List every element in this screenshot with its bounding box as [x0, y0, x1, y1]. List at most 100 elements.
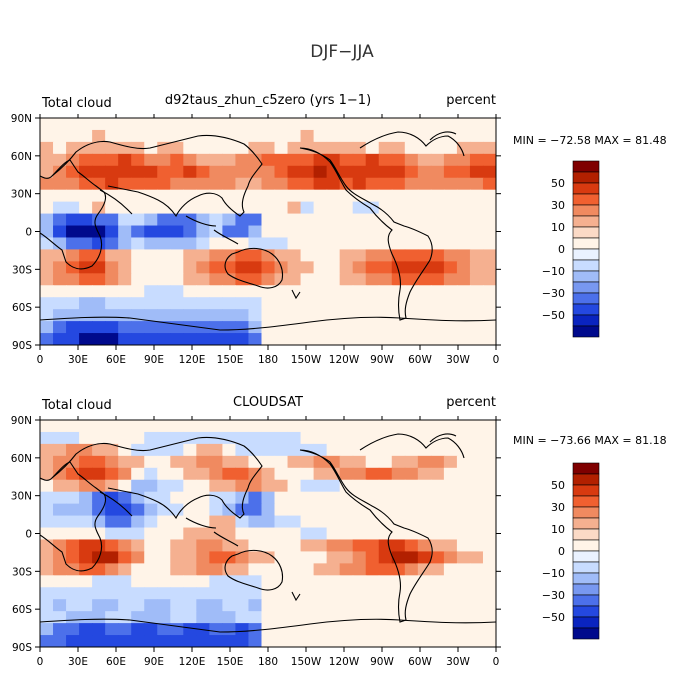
heatmap-cell — [469, 611, 484, 624]
heatmap-cell — [170, 539, 184, 553]
heatmap-cell — [92, 575, 106, 588]
heatmap-cell — [261, 249, 276, 262]
heatmap-cell — [183, 213, 197, 227]
heatmap-cell — [209, 503, 223, 517]
heatmap-cell — [170, 635, 184, 647]
heatmap-cell — [40, 129, 54, 143]
heatmap-cell — [378, 623, 393, 636]
heatmap-cell — [430, 467, 445, 481]
heatmap-cell — [235, 189, 250, 203]
heatmap-cell — [66, 551, 80, 564]
heatmap-cell — [404, 249, 419, 262]
heatmap-cell — [365, 141, 380, 155]
panel-bottom: Total cloud CLOUDSAT percent 0 30E 60E 90E 1… — [11, 395, 667, 668]
heatmap-cell — [144, 309, 158, 322]
heatmap-cell — [196, 153, 210, 167]
heatmap-cell — [105, 153, 119, 167]
heatmap-cell — [469, 129, 484, 143]
heatmap-cell — [352, 455, 367, 469]
heatmap-cell — [183, 309, 197, 322]
heatmap-cell — [482, 129, 496, 143]
heatmap-cell — [417, 443, 432, 457]
heatmap-cell — [443, 321, 458, 334]
heatmap-cell — [404, 551, 419, 564]
heatmap-cell — [222, 635, 237, 647]
heatmap-cell — [235, 237, 250, 251]
heatmap-cell — [300, 118, 315, 131]
heatmap-cell — [144, 503, 158, 517]
heatmap-cell — [469, 333, 484, 345]
heatmap-cell — [183, 177, 197, 191]
heatmap-cell — [131, 249, 145, 262]
heatmap-cell — [196, 189, 210, 203]
heatmap-cell — [235, 527, 250, 541]
heatmap-cell — [66, 213, 80, 227]
heatmap-cell — [118, 249, 132, 262]
heatmap-cell — [482, 237, 496, 251]
heatmap-cell — [118, 225, 132, 239]
heatmap-cell — [365, 563, 380, 576]
heatmap-cell — [131, 539, 145, 553]
colorbar-label: −10 — [542, 567, 565, 580]
heatmap-cell — [417, 309, 432, 322]
heatmap-cell — [352, 551, 367, 564]
heatmap-cell — [469, 177, 484, 191]
heatmap-cell — [92, 165, 106, 179]
heatmap-cell — [157, 165, 171, 179]
heatmap-cell — [404, 503, 419, 517]
heatmap-cell — [235, 321, 250, 334]
heatmap-cell — [391, 431, 406, 445]
heatmap-cell — [222, 165, 237, 179]
heatmap-cell — [313, 177, 328, 191]
heatmap-cell — [287, 420, 302, 433]
heatmap-cell — [404, 189, 419, 203]
heatmap-cell — [339, 213, 354, 227]
heatmap-cell — [170, 118, 184, 131]
heatmap-cell — [300, 635, 315, 647]
heatmap-cell — [105, 118, 119, 131]
heatmap-cell — [66, 420, 80, 433]
heatmap-cell — [248, 237, 263, 251]
heatmap-cell — [196, 333, 210, 345]
heatmap-cell — [183, 455, 197, 469]
heatmap-cell — [326, 237, 341, 251]
colorbar-swatch — [572, 215, 600, 228]
heatmap-cell — [274, 587, 289, 600]
heatmap-cell — [235, 249, 250, 262]
heatmap-cell — [118, 623, 132, 636]
heatmap-cell — [261, 539, 276, 553]
heatmap-cell — [339, 285, 354, 298]
x-tick-label: 60E — [106, 656, 126, 668]
heatmap-cell — [443, 563, 458, 576]
heatmap-cell — [222, 285, 237, 298]
heatmap-cell — [404, 491, 419, 505]
heatmap-cell — [248, 503, 263, 517]
heatmap-cell — [300, 539, 315, 553]
heatmap-cell — [443, 527, 458, 541]
heatmap-cell — [378, 491, 393, 505]
heatmap-cell — [378, 563, 393, 576]
heatmap-cell — [261, 431, 276, 445]
heatmap-cell — [118, 431, 132, 445]
heatmap-cell — [417, 431, 432, 445]
heatmap-cell — [79, 491, 93, 505]
heatmap-cell — [196, 285, 210, 298]
heatmap-cell — [339, 455, 354, 469]
heatmap-cell — [157, 539, 171, 553]
heatmap-cell — [144, 575, 158, 588]
heatmap-cell — [79, 431, 93, 445]
heatmap-cell — [469, 431, 484, 445]
heatmap-cell — [40, 309, 54, 322]
heatmap-cell — [183, 491, 197, 505]
heatmap-cell — [170, 129, 184, 143]
heatmap-cell — [235, 599, 250, 612]
heatmap-cell — [196, 225, 210, 239]
heatmap-cell — [443, 455, 458, 469]
heatmap-cell — [456, 129, 471, 143]
heatmap-cell — [196, 479, 210, 493]
heatmap-cell — [391, 201, 406, 215]
heatmap-cell — [443, 479, 458, 493]
heatmap-cell — [443, 503, 458, 517]
heatmap-cell — [404, 321, 419, 334]
